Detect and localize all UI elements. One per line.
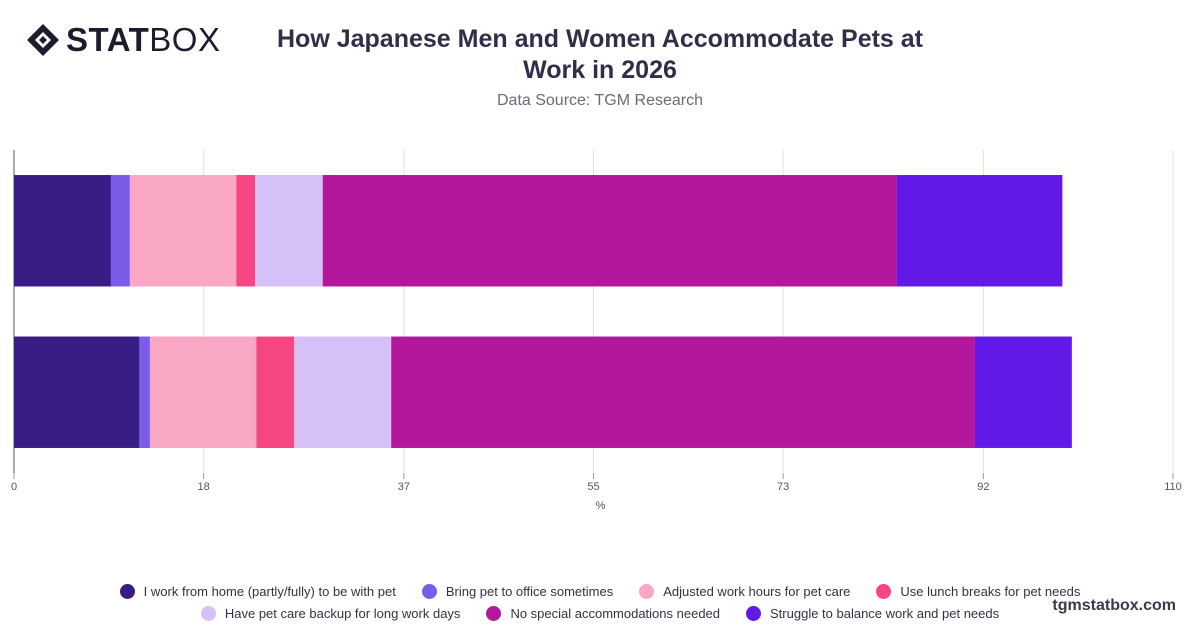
x-tick-label: 18 [198,481,210,493]
legend-row: I work from home (partly/fully) to be wi… [0,580,1200,602]
brand-wordmark: STATBOX [66,22,220,58]
footer-url: tgmstatbox.com [1052,597,1176,614]
bar-segment [294,336,392,448]
legend-item[interactable]: Adjusted work hours for pet care [639,583,851,599]
x-tick-label: 73 [777,481,789,493]
legend-swatch [200,605,216,621]
brand-name-light: BOX [149,21,221,58]
bar-segment [14,175,111,287]
legend-item[interactable]: I work from home (partly/fully) to be wi… [119,583,396,599]
legend-swatch [486,605,502,621]
legend-label: Adjusted work hours for pet care [663,583,851,599]
legend-label: Have pet care backup for long work days [224,605,461,621]
legend-label: Struggle to balance work and pet needs [770,605,1000,621]
legend-item[interactable]: No special accommodations needed [486,605,721,621]
bar-segment [255,175,323,287]
bar-segment [391,336,975,448]
legend-item[interactable]: Use lunch breaks for pet needs [876,583,1081,599]
bar-segment [129,175,237,287]
legend-swatch [876,583,892,599]
stacked-bar-chart: 0 18 37 55 73 92 110% [11,150,1182,512]
legend-swatch [421,583,437,599]
legend-swatch [639,583,655,599]
legend-swatch [119,583,135,599]
legend-item[interactable]: Struggle to balance work and pet needs [746,605,1000,621]
x-tick-label: 110 [1164,481,1182,493]
bar-segment [236,175,256,287]
bar-segment [14,336,140,448]
chart-legend: I work from home (partly/fully) to be wi… [0,580,1200,624]
bar-segment [110,175,130,287]
bar-segment [322,175,897,287]
bar-segment [896,175,1063,287]
legend-item[interactable]: Have pet care backup for long work days [200,605,461,621]
legend-item[interactable]: Bring pet to office sometimes [421,583,614,599]
bar-segment [139,336,150,448]
bar-segment [149,336,257,448]
legend-label: I work from home (partly/fully) to be wi… [143,583,396,599]
bar-segment [256,336,295,448]
legend-label: No special accommodations needed [510,605,721,621]
legend-label: Use lunch breaks for pet needs [900,583,1081,599]
chart-subtitle: Data Source: TGM Research [496,92,703,109]
x-tick-label: 0 [11,481,17,493]
legend-swatch [746,605,762,621]
x-tick-label: 92 [977,481,989,493]
chart-title: How Japanese Men and Women Accommodate P… [277,25,923,84]
brand-name-bold: STAT [66,21,150,58]
x-tick-label: 37 [398,481,410,493]
brand-logo: STATBOX [26,22,220,58]
x-axis-label: % [596,500,606,512]
x-tick-label: 55 [587,481,599,493]
legend-label: Bring pet to office sometimes [445,583,614,599]
legend-row: Have pet care backup for long work days N… [0,602,1200,624]
bar-segment [974,336,1072,448]
diamond-logo-icon [27,24,59,56]
